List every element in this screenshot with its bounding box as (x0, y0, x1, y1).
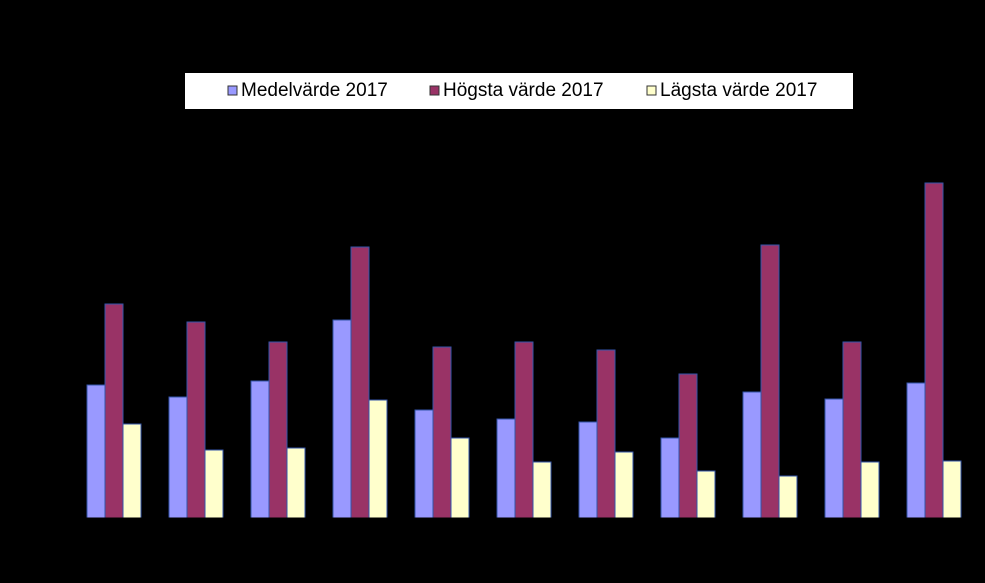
bar (104, 303, 124, 519)
bar (450, 437, 470, 519)
bar (332, 319, 352, 519)
bar (742, 391, 762, 519)
bar (660, 437, 680, 519)
bar (368, 399, 388, 519)
bar (414, 409, 434, 519)
bar (204, 449, 224, 519)
legend-label: Högsta värde 2017 (443, 80, 604, 101)
bar (250, 380, 270, 519)
legend-box (185, 73, 853, 109)
legend-swatch (227, 85, 238, 96)
bar (268, 341, 288, 519)
bar (696, 470, 716, 519)
legend-swatch (429, 85, 440, 96)
bar (678, 373, 698, 519)
bar (286, 447, 306, 519)
bar (578, 421, 598, 519)
bar (350, 246, 370, 519)
bar (532, 461, 552, 519)
bar (596, 349, 616, 519)
bar (122, 423, 142, 519)
bar (496, 418, 516, 519)
bar (842, 341, 862, 519)
bar (432, 346, 452, 519)
bar (86, 384, 106, 519)
legend-label: Medelvärde 2017 (241, 80, 388, 101)
legend-swatch (646, 85, 657, 96)
legend-label: Lägsta värde 2017 (660, 80, 817, 101)
bar (760, 244, 780, 519)
bar (614, 451, 634, 519)
bar (860, 461, 880, 519)
bar (168, 396, 188, 519)
bar (942, 460, 962, 519)
bar (906, 382, 926, 519)
bar (924, 182, 944, 519)
bar (514, 341, 534, 519)
bar (778, 475, 798, 519)
bar (824, 398, 844, 519)
bar (186, 321, 206, 519)
